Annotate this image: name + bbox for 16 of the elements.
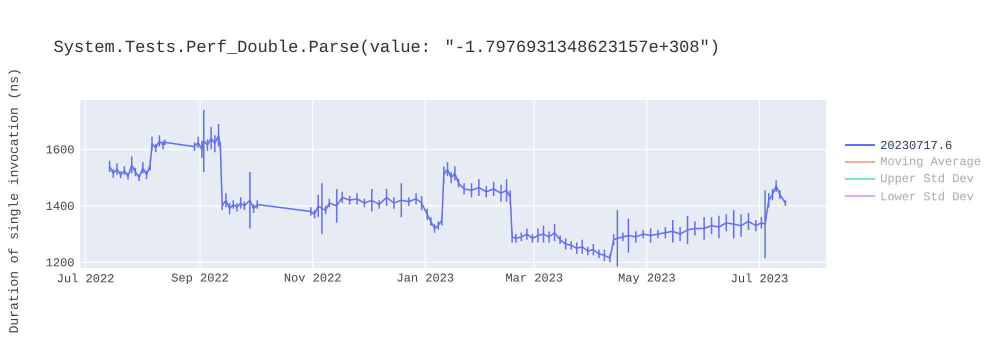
chart-title: System.Tests.Perf_Double.Parse(value: "-1.7976931348623157e+308") — [54, 40, 718, 56]
x-tick-label: Nov 2022 — [284, 274, 341, 282]
legend-label: Moving Average — [880, 156, 980, 168]
x-tick-label: Jul 2023 — [732, 274, 788, 282]
legend-label: 20230717.6 — [881, 140, 952, 150]
legend-label: Lower Std Dev — [882, 192, 974, 200]
y-tick-label: 1200 — [46, 258, 74, 266]
legend-label: Upper Std Dev — [881, 173, 974, 185]
x-tick-label: May 2023 — [618, 274, 675, 284]
y-tick-label: 1600 — [46, 145, 74, 154]
y-tick-label: 1400 — [46, 202, 74, 210]
x-tick-label: Jul 2022 — [58, 274, 114, 282]
x-tick-label: Jan 2023 — [398, 274, 454, 282]
y-axis-title: Duration of single invocation (ns) — [8, 70, 21, 332]
x-tick-label: Sep 2022 — [172, 274, 228, 284]
x-tick-label: Mar 2023 — [506, 274, 562, 282]
